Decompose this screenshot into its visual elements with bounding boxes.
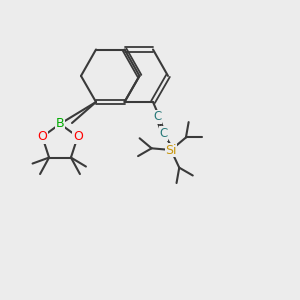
Text: C: C [153,110,162,124]
Text: Si: Si [165,143,177,157]
Text: B: B [56,117,64,130]
Text: O: O [38,130,47,143]
Text: C: C [159,127,168,140]
Text: O: O [73,130,82,143]
